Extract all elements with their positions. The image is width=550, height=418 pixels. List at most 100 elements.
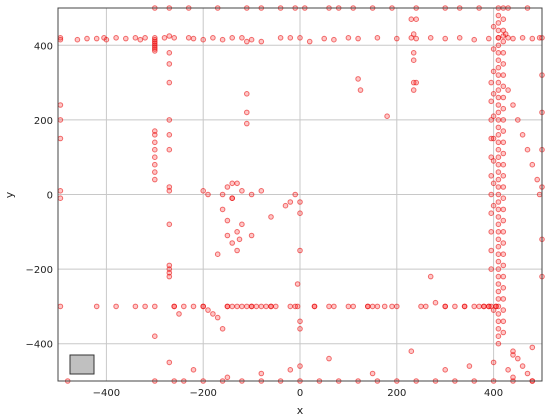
data-point <box>505 367 511 373</box>
data-point <box>229 180 235 187</box>
data-point <box>57 117 64 123</box>
data-point <box>57 135 64 142</box>
data-point <box>495 191 502 198</box>
data-point <box>57 36 64 43</box>
data-point <box>234 229 240 235</box>
data-point <box>229 35 235 41</box>
data-point <box>190 35 197 42</box>
data-point <box>500 139 507 146</box>
data-point <box>500 150 507 157</box>
data-point <box>297 247 303 254</box>
data-point <box>287 367 294 373</box>
data-point <box>292 191 299 198</box>
data-point <box>476 303 482 310</box>
data-point <box>495 243 502 250</box>
data-point <box>510 352 516 358</box>
data-point <box>123 35 129 42</box>
data-points <box>57 5 545 384</box>
data-point <box>103 36 110 43</box>
data-point <box>500 117 507 123</box>
data-point <box>495 12 502 19</box>
data-point <box>490 158 497 164</box>
data-point <box>490 113 497 119</box>
data-point <box>500 50 507 56</box>
data-point <box>461 303 468 310</box>
data-point <box>190 303 197 310</box>
data-point <box>500 72 507 78</box>
data-point <box>171 303 177 310</box>
data-point <box>152 154 158 160</box>
data-point <box>490 68 497 75</box>
data-point <box>326 303 332 310</box>
data-point <box>500 329 507 336</box>
data-point <box>248 36 255 43</box>
y-axis-label: y <box>3 191 16 198</box>
data-point <box>369 370 376 377</box>
data-point <box>486 303 492 310</box>
data-point <box>488 191 495 198</box>
data-point <box>345 35 352 41</box>
data-point <box>263 303 269 310</box>
data-point <box>389 303 395 310</box>
y-tick-label: −400 <box>26 340 53 351</box>
data-point <box>495 229 502 235</box>
data-point <box>229 303 235 310</box>
data-point <box>495 214 502 220</box>
data-point <box>495 139 502 146</box>
data-point <box>500 273 507 280</box>
data-point <box>224 374 231 381</box>
x-tick-label: 400 <box>484 388 503 399</box>
data-point <box>452 303 458 310</box>
y-tick-label: 400 <box>34 41 53 52</box>
data-point <box>495 57 502 64</box>
data-point <box>500 38 507 45</box>
data-point <box>93 35 100 42</box>
data-point <box>166 50 173 56</box>
data-point <box>142 35 148 41</box>
data-point <box>495 326 502 332</box>
data-point <box>529 161 536 168</box>
data-point <box>321 35 328 42</box>
data-point <box>495 64 502 71</box>
data-point <box>515 355 521 362</box>
data-point <box>166 117 173 123</box>
data-point <box>287 35 294 41</box>
data-point <box>500 105 507 112</box>
data-point <box>113 35 119 41</box>
data-point <box>224 184 231 190</box>
data-point <box>488 173 495 179</box>
data-point <box>244 109 250 116</box>
data-point <box>495 102 502 108</box>
data-point <box>524 370 531 377</box>
data-point <box>495 117 502 123</box>
data-point <box>224 303 231 310</box>
data-point <box>152 139 158 146</box>
data-point <box>495 288 502 295</box>
data-point <box>495 273 502 280</box>
data-point <box>229 195 235 201</box>
data-point <box>495 296 502 302</box>
data-point <box>287 199 294 205</box>
data-point <box>519 363 526 369</box>
data-point <box>495 79 502 86</box>
data-point <box>57 303 64 310</box>
data-point <box>152 303 158 310</box>
data-point <box>495 318 502 325</box>
data-point <box>500 173 507 179</box>
data-point <box>214 314 221 321</box>
data-point <box>495 154 502 160</box>
data-point <box>57 102 64 108</box>
data-point <box>190 367 197 373</box>
data-point <box>297 210 303 216</box>
data-point <box>495 340 502 347</box>
data-point <box>495 20 502 26</box>
data-point <box>297 199 303 205</box>
data-point <box>490 46 497 52</box>
data-point <box>500 27 507 34</box>
data-point <box>297 35 303 41</box>
data-point <box>500 195 507 201</box>
data-point <box>500 61 507 67</box>
data-point <box>495 87 502 93</box>
data-point <box>500 161 507 168</box>
data-point <box>500 184 507 190</box>
